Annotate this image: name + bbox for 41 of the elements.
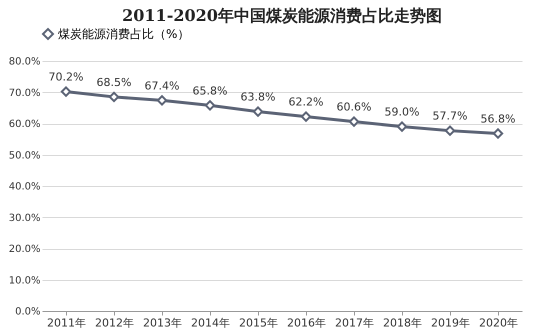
x-tick-label: 2015年 — [239, 316, 278, 330]
y-tick-label: 20.0% — [8, 244, 40, 255]
x-tick-label: 2017年 — [335, 316, 374, 330]
x-tick-label: 2011年 — [47, 316, 86, 330]
x-tick-label: 2013年 — [143, 316, 182, 330]
data-label: 63.8% — [240, 90, 276, 104]
data-label: 67.4% — [144, 79, 180, 92]
data-label: 59.0% — [384, 106, 420, 119]
data-label: 65.8% — [192, 84, 228, 98]
data-label: 70.2% — [48, 70, 84, 84]
y-tick-label: 10.0% — [8, 275, 40, 286]
x-tick-label: 2014年 — [191, 316, 230, 330]
legend-label: 煤炭能源消费占比（%） — [58, 27, 190, 41]
data-label: 62.2% — [288, 96, 324, 109]
y-tick-label: 80.0% — [8, 56, 40, 68]
x-tick-label: 2016年 — [287, 316, 326, 330]
x-tick-label: 2019年 — [431, 316, 470, 330]
chart-title: 2011-2020年中国煤炭能源消费占比走势图 — [122, 6, 442, 25]
point — [60, 86, 72, 97]
point — [396, 121, 408, 132]
point — [204, 100, 216, 111]
point — [348, 116, 360, 127]
y-tick-label: 70.0% — [8, 88, 40, 99]
y-tick-label: 50.0% — [8, 150, 40, 162]
point — [444, 126, 456, 136]
point — [252, 106, 264, 117]
x-tick-label: 2018年 — [383, 316, 422, 330]
point — [108, 92, 120, 102]
data-label: 60.6% — [336, 100, 372, 114]
point — [492, 128, 504, 139]
y-tick-label: 40.0% — [8, 182, 40, 192]
y-tick-label: 0.0% — [15, 306, 40, 318]
point — [156, 95, 168, 106]
data-label: 68.5% — [96, 76, 132, 89]
x-tick-label: 2012年 — [95, 316, 134, 330]
data-label: 57.7% — [432, 110, 468, 123]
y-tick-label: 30.0% — [8, 212, 40, 224]
x-tick-label: 2020年 — [479, 316, 518, 330]
point — [300, 111, 312, 122]
y-tick-label: 60.0% — [8, 119, 40, 130]
data-label: 56.8% — [480, 112, 516, 126]
